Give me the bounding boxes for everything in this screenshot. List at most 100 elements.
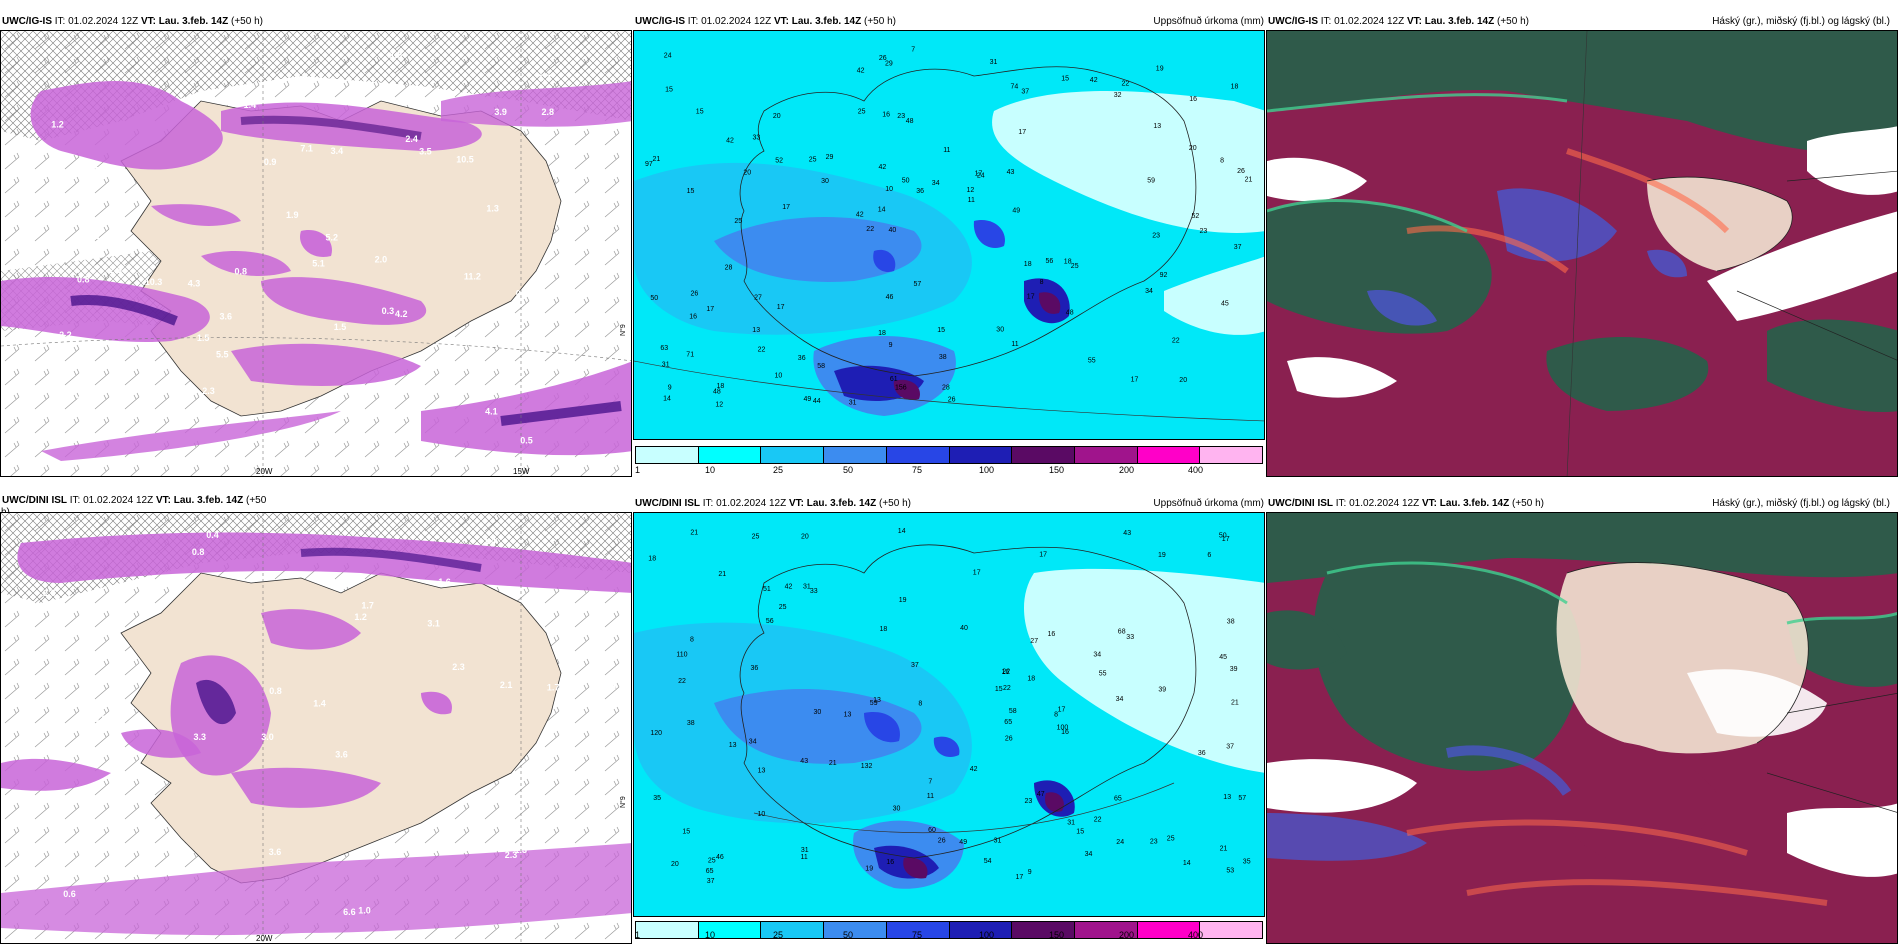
legend-swatch xyxy=(1200,922,1263,938)
precip-value: 8 xyxy=(918,701,922,708)
precip-value: 11 xyxy=(968,197,975,204)
snow-value: 1.3 xyxy=(486,204,499,214)
legend-swatch xyxy=(1074,922,1138,938)
precip-value-labels: 1917311520213014141819261311171581113182… xyxy=(648,528,1250,885)
precip-value: 50 xyxy=(1219,532,1227,539)
precip-value: 52 xyxy=(775,157,783,164)
precip-value: 31 xyxy=(801,847,809,854)
snow-value: 1.3 xyxy=(515,845,528,855)
precip-value: 30 xyxy=(996,327,1004,334)
precip-value: 33 xyxy=(753,135,761,142)
precip-value: 11 xyxy=(801,854,808,861)
snow-value: 4.3 xyxy=(188,279,201,289)
legend-tick: 50 xyxy=(843,465,854,475)
precip-value: 28 xyxy=(942,384,950,391)
precip-value: 22 xyxy=(1002,668,1010,675)
snow-value: 10.5 xyxy=(456,154,474,164)
precip-value: 9 xyxy=(889,342,893,349)
precip-value: 21 xyxy=(690,529,698,536)
precip-value: 42 xyxy=(856,212,864,219)
precip-legend xyxy=(635,446,1263,464)
precip-value: 21 xyxy=(1245,176,1253,183)
panel-subtitle: Háský (gr.), miðský (fj.bl.) og lágský (… xyxy=(1712,16,1890,27)
snow-value: 3.4 xyxy=(331,146,344,156)
precip-value: 39 xyxy=(1158,687,1166,694)
legend-tick: 75 xyxy=(912,465,923,475)
snow-value: 4.8 xyxy=(112,378,125,388)
panel-bottom-left: UWC/DINI ISL IT: 01.02.2024 12Z VT: Lau.… xyxy=(0,494,633,944)
legend-swatch xyxy=(1012,447,1075,463)
snow-value: 1.5 xyxy=(334,322,347,332)
snow-value: 2.8 xyxy=(542,107,555,117)
precip-value: 24 xyxy=(1116,839,1124,846)
precip-value: 25 xyxy=(1071,263,1079,270)
precip-value: 39 xyxy=(1230,666,1238,673)
precip-value: 43 xyxy=(800,758,808,765)
panel-title: UWC/DINI ISL IT: 01.02.2024 12Z VT: Lau.… xyxy=(1268,498,1544,509)
precip-value: 10 xyxy=(885,186,893,193)
precip-value: 6 xyxy=(1207,552,1211,559)
precip-value: 8 xyxy=(1220,158,1224,165)
precip-value: 22 xyxy=(1003,685,1011,692)
precip-value: 48 xyxy=(713,388,721,395)
snow-value: 0.8 xyxy=(235,266,248,276)
precip-value: 51 xyxy=(763,586,771,593)
precip-value: 48 xyxy=(1066,310,1074,317)
precip-value: 13 xyxy=(758,768,766,775)
precip-value: 23 xyxy=(1152,233,1160,240)
precip-value: 26 xyxy=(948,397,956,404)
legend-tick: 400 xyxy=(1188,465,1204,475)
precip-value: 25 xyxy=(752,534,760,541)
snow-value: 2.3 xyxy=(452,662,465,672)
precip-value: 15 xyxy=(995,686,1003,693)
snow-value: 2.3 xyxy=(202,386,215,396)
precip-value: 15 xyxy=(682,829,690,836)
snow-value: 0.7 xyxy=(516,288,529,298)
snow-value: 0.9 xyxy=(264,157,277,167)
precip-value: 21 xyxy=(1220,845,1228,852)
lat-label: N°9 xyxy=(619,324,627,336)
precip-legend xyxy=(635,921,1263,939)
snow-value: 0.8 xyxy=(192,547,205,557)
precip-value: 59 xyxy=(870,700,878,707)
map-frame: 20W N°9 0.4 1.6 1.7 3.0 3.6 10.8 2.6 3.1 2.3 1.2 1… xyxy=(0,512,632,944)
legend-ticks: 1 10 25 50 75 100 150 200 400 xyxy=(635,930,1263,942)
legend-tick: 10 xyxy=(705,930,716,940)
precip-map: 1917311520213014141819261311171581113182… xyxy=(634,513,1264,916)
legend-swatch xyxy=(698,922,762,938)
precip-value: 13 xyxy=(752,327,760,334)
precip-value: 29 xyxy=(885,61,893,68)
precip-value: 17 xyxy=(1027,293,1035,300)
precip-value: 15 xyxy=(687,188,695,195)
panel-subtitle: Uppsöfnuð úrkoma (mm) xyxy=(1153,498,1264,509)
legend-swatch xyxy=(824,447,887,463)
panel-bottom-right: UWC/DINI ISL IT: 01.02.2024 12Z VT: Lau.… xyxy=(1266,494,1900,944)
snow-value: 2.1 xyxy=(500,680,513,690)
precip-value: 17 xyxy=(1039,551,1047,558)
precip-value: 11 xyxy=(927,793,934,800)
precip-value: 40 xyxy=(960,625,968,632)
precip-value: 16 xyxy=(1061,729,1069,736)
precip-value: 20 xyxy=(671,861,679,868)
precip-value: 22 xyxy=(1172,338,1180,345)
precip-value: 22 xyxy=(678,678,686,685)
legend-swatch xyxy=(886,922,950,938)
precip-value: 22 xyxy=(866,226,874,233)
precip-value: 42 xyxy=(785,583,793,590)
precip-value: 53 xyxy=(1226,867,1234,874)
snow-value: 3.6 xyxy=(220,312,233,322)
precip-value: 30 xyxy=(893,805,901,812)
panel-top-left: UWC/IG-IS IT: 01.02.2024 12Z VT: Lau. 3.… xyxy=(0,13,633,477)
precip-value: 100 xyxy=(1057,725,1069,732)
precip-value: 37 xyxy=(1234,244,1242,251)
precip-value: 57 xyxy=(1238,795,1246,802)
legend-tick: 1 xyxy=(635,465,641,475)
precip-value: 60 xyxy=(928,827,936,834)
precip-value: 25 xyxy=(779,604,787,611)
legend-swatch xyxy=(1012,922,1075,938)
legend-swatch xyxy=(1137,447,1201,463)
legend-tick: 100 xyxy=(979,930,995,940)
snow-value: 1.3 xyxy=(538,73,551,83)
snow-map: 20W 15W N°9 0.5 2.6 0.3 1.2 1.7 1.5 4.8 4.3 10.5… xyxy=(1,31,631,476)
precip-value: 13 xyxy=(1223,794,1231,801)
